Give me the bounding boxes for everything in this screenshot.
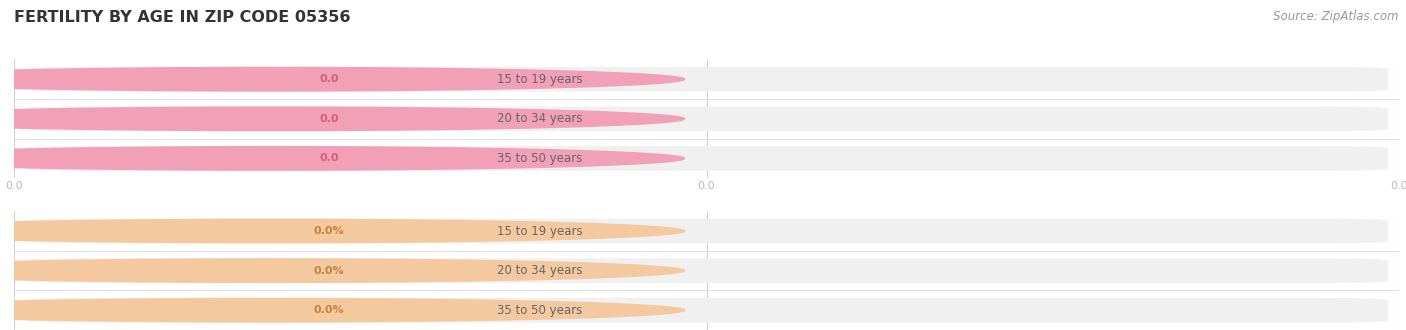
FancyBboxPatch shape xyxy=(25,298,1388,322)
FancyBboxPatch shape xyxy=(284,110,374,128)
FancyBboxPatch shape xyxy=(25,146,1388,171)
Circle shape xyxy=(0,219,685,243)
FancyBboxPatch shape xyxy=(284,149,374,167)
Text: 0.0: 0.0 xyxy=(319,114,339,124)
Text: 15 to 19 years: 15 to 19 years xyxy=(498,73,583,86)
FancyBboxPatch shape xyxy=(284,301,374,319)
FancyBboxPatch shape xyxy=(25,219,1388,243)
FancyBboxPatch shape xyxy=(284,70,374,88)
Text: 20 to 34 years: 20 to 34 years xyxy=(498,264,583,277)
Text: 35 to 50 years: 35 to 50 years xyxy=(498,152,582,165)
Circle shape xyxy=(0,259,685,282)
Text: 0.0%: 0.0% xyxy=(314,226,344,236)
FancyBboxPatch shape xyxy=(25,107,1388,131)
Text: 15 to 19 years: 15 to 19 years xyxy=(498,224,583,238)
Text: 0.0%: 0.0% xyxy=(314,305,344,315)
FancyBboxPatch shape xyxy=(25,258,1388,283)
Text: 0.0: 0.0 xyxy=(319,153,339,163)
Circle shape xyxy=(0,147,685,170)
FancyBboxPatch shape xyxy=(284,222,374,240)
FancyBboxPatch shape xyxy=(284,262,374,280)
Text: 0.0: 0.0 xyxy=(319,74,339,84)
Text: Source: ZipAtlas.com: Source: ZipAtlas.com xyxy=(1274,10,1399,23)
Text: 35 to 50 years: 35 to 50 years xyxy=(498,304,582,317)
Circle shape xyxy=(0,67,685,91)
Text: FERTILITY BY AGE IN ZIP CODE 05356: FERTILITY BY AGE IN ZIP CODE 05356 xyxy=(14,10,350,25)
FancyBboxPatch shape xyxy=(25,67,1388,91)
Circle shape xyxy=(0,298,685,322)
Text: 0.0%: 0.0% xyxy=(314,266,344,276)
Circle shape xyxy=(0,107,685,131)
Text: 20 to 34 years: 20 to 34 years xyxy=(498,112,583,125)
